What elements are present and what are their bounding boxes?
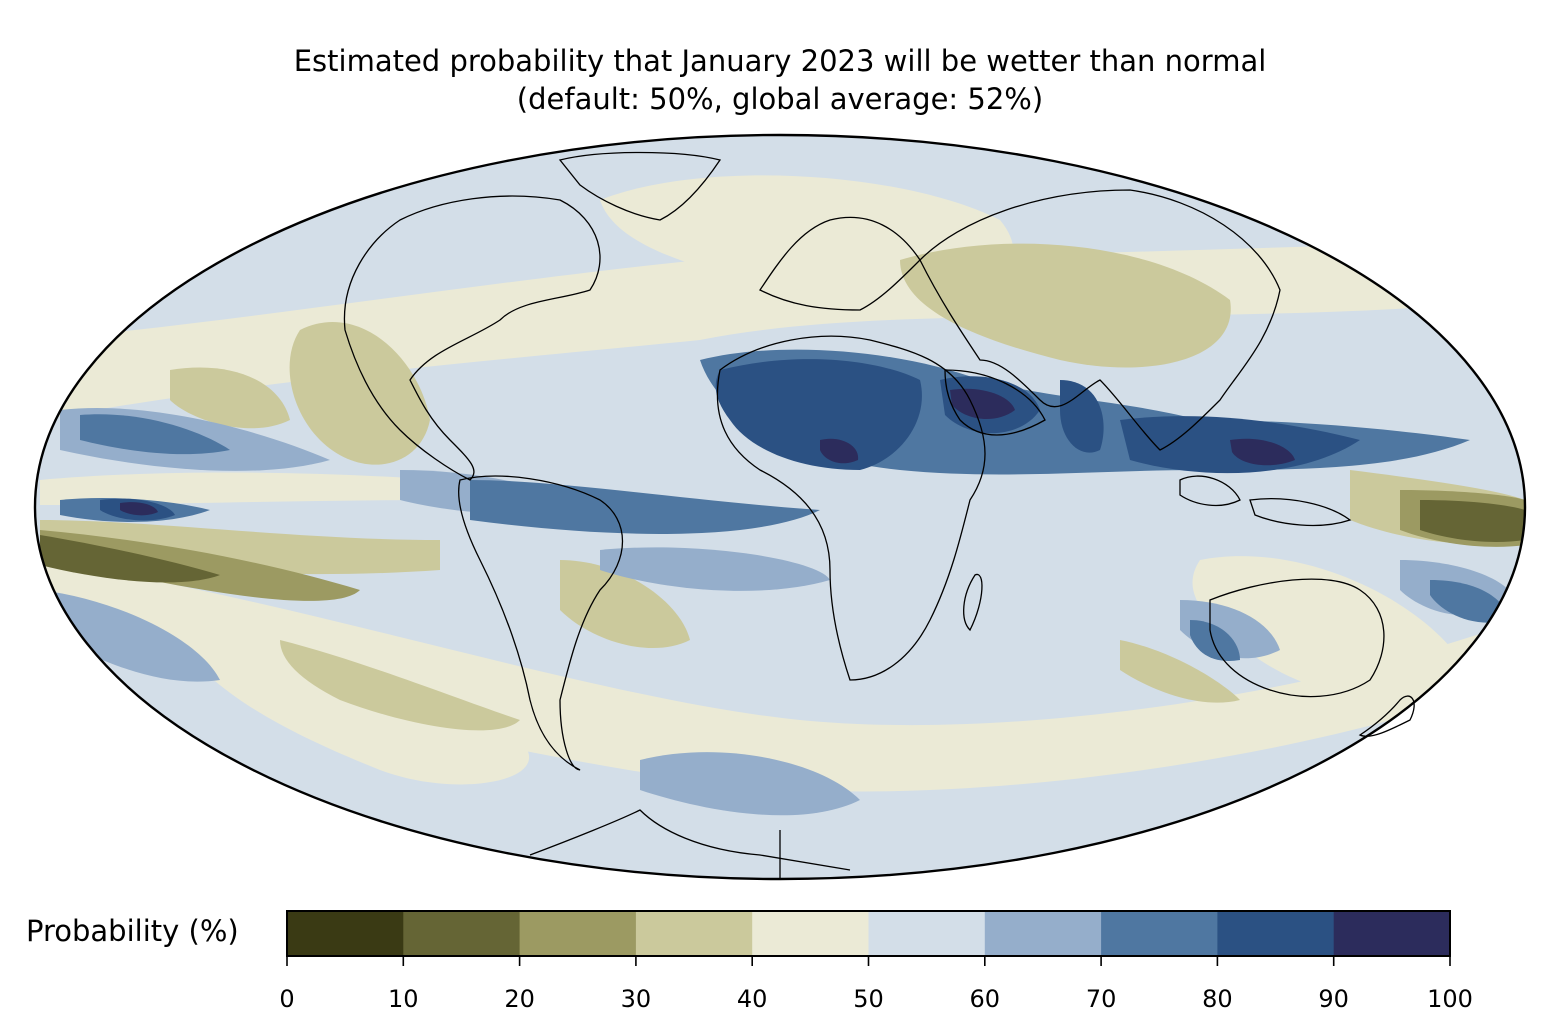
map-title: Estimated probability that January 2023 …: [0, 42, 1560, 118]
colorbar-bin-50-60: [868, 911, 986, 956]
colorbar-ticks: [286, 956, 1451, 966]
colorbar-bin-90-100: [1333, 911, 1451, 956]
colorbar-bin-70-80: [1101, 911, 1218, 956]
colorbar-tick-label: 40: [736, 985, 768, 1013]
colorbar-frame: [286, 910, 1451, 957]
colorbar-tick-label: 80: [1202, 985, 1233, 1013]
colorbar-tick-label: 90: [1318, 985, 1349, 1013]
colorbar-tick-label: 60: [969, 985, 1001, 1013]
world-map: [33, 133, 1527, 881]
colorbar-bins: [287, 911, 1451, 956]
colorbar-tick-label: 20: [504, 985, 535, 1013]
colorbar-bin-10-20: [403, 911, 521, 956]
colorbar-tick-label: 100: [1427, 985, 1473, 1013]
colorbar-bin-40-50: [752, 911, 869, 956]
colorbar-bin-30-40: [635, 911, 753, 956]
title-line-2: (default: 50%, global average: 52%): [516, 82, 1044, 116]
colorbar-bin-80-90: [1217, 911, 1335, 956]
colorbar-bin-20-30: [519, 911, 637, 956]
colorbar-bin-60-70: [984, 911, 1102, 956]
title-line-1: Estimated probability that January 2023 …: [293, 44, 1267, 78]
colorbar-bin-0-10: [287, 911, 404, 956]
colorbar-tick-label: 10: [388, 985, 419, 1013]
probability-field: [35, 135, 1525, 879]
globe-outline: [33, 133, 1527, 881]
colorbar-tick-label: 30: [620, 985, 652, 1013]
colorbar-tick-label: 0: [279, 985, 295, 1013]
coastlines: [343, 151, 1415, 880]
colorbar-label: Probability (%): [26, 914, 239, 948]
colorbar-tick-label: 70: [1085, 985, 1117, 1013]
colorbar-tick-label: 50: [853, 985, 884, 1013]
